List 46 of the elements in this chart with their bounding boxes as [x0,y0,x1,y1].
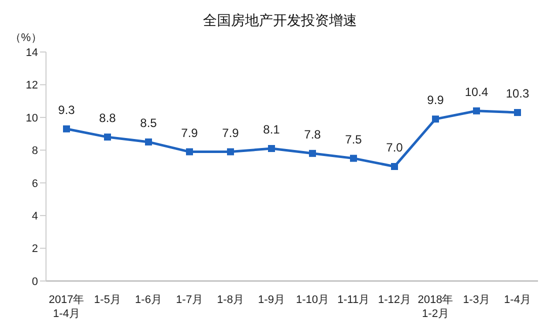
point [432,116,439,123]
point [391,163,398,170]
y-tick-label: 2 [32,243,38,256]
x-tick-label: 2017年 1-4月 [48,294,84,320]
x-tick-label: 1-7月 [176,294,203,306]
data-label: 7.9 [181,126,198,140]
point [104,134,111,141]
point [350,154,357,162]
x-tick-label: 1-10月 [296,294,330,306]
y-tick-label: 14 [26,46,38,59]
data-label: 7.5 [345,132,362,146]
y-tick-label: 0 [32,276,38,288]
point [227,148,234,156]
y-tick-label: 4 [32,210,38,222]
point [514,109,521,116]
y-tick-label: 12 [26,80,38,92]
point [145,138,152,146]
data-label: 10.4 [464,84,488,99]
point [268,145,275,152]
x-tick-label: 1-5月 [94,294,121,306]
x-tick-label: 1-11月 [337,294,370,306]
x-tick-label: 1-8月 [217,294,244,306]
x-tick-label: 1-4月 [504,294,531,306]
x-tick-label: 2018年 1-2月 [418,294,454,320]
data-label: 7.0 [386,140,404,154]
point [473,107,480,114]
y-axis-title: （%） [10,31,42,45]
x-tick-label: 1-6月 [135,294,162,306]
point [186,148,193,156]
data-label: 8.8 [99,111,116,126]
y-tick-label: 6 [32,178,38,190]
data-label: 7.8 [304,127,322,142]
data-label: 9.9 [427,93,444,108]
data-label: 9.3 [58,102,76,117]
chart-title: 全国房地产开发投资增速 [202,12,358,30]
x-tick-label: 1-12月 [378,294,412,306]
data-label: 8.5 [140,116,158,130]
data-label: 10.3 [506,86,530,101]
y-tick-label: 10 [26,112,38,124]
data-label: 8.1 [263,122,280,137]
x-tick-label: 1-9月 [258,294,285,306]
x-tick-label: 1-3月 [463,294,490,306]
y-tick-label: 8 [32,145,38,158]
point [63,125,70,132]
data-label: 7.9 [222,126,240,140]
point [309,150,316,157]
